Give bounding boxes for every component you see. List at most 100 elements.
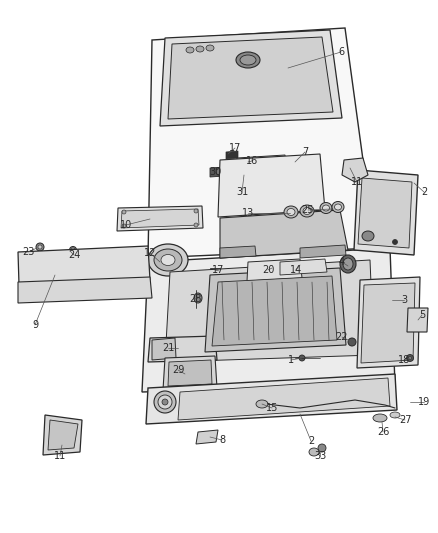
Polygon shape [196, 430, 218, 444]
Ellipse shape [348, 338, 356, 346]
Polygon shape [210, 167, 225, 177]
Polygon shape [165, 260, 374, 362]
Polygon shape [280, 259, 327, 275]
Ellipse shape [162, 399, 168, 405]
Text: 22: 22 [336, 332, 348, 342]
Text: 9: 9 [32, 320, 38, 330]
Polygon shape [43, 415, 82, 455]
Text: 19: 19 [418, 397, 430, 407]
Text: 24: 24 [68, 250, 80, 260]
Text: 5: 5 [419, 310, 425, 320]
Text: 25: 25 [302, 205, 314, 215]
Polygon shape [342, 158, 368, 182]
Text: 3: 3 [401, 295, 407, 305]
Polygon shape [407, 308, 428, 332]
Ellipse shape [320, 203, 332, 214]
Ellipse shape [148, 244, 188, 276]
Text: 23: 23 [22, 247, 34, 257]
Ellipse shape [373, 414, 387, 422]
Polygon shape [205, 268, 346, 352]
Ellipse shape [186, 47, 194, 53]
Ellipse shape [122, 210, 126, 214]
Polygon shape [226, 151, 238, 159]
Ellipse shape [340, 255, 356, 273]
Ellipse shape [256, 400, 268, 408]
Ellipse shape [154, 391, 176, 413]
Polygon shape [212, 276, 337, 346]
Text: 8: 8 [219, 435, 225, 445]
Ellipse shape [161, 254, 175, 265]
Text: 6: 6 [338, 47, 344, 57]
Polygon shape [18, 277, 152, 303]
Ellipse shape [309, 448, 319, 456]
Ellipse shape [392, 239, 398, 245]
Text: 26: 26 [377, 427, 389, 437]
Text: 11: 11 [54, 451, 66, 461]
Polygon shape [358, 178, 412, 248]
Polygon shape [160, 30, 342, 126]
Ellipse shape [322, 205, 329, 211]
Text: 11: 11 [351, 177, 363, 187]
Polygon shape [178, 378, 390, 420]
Ellipse shape [406, 354, 413, 361]
Ellipse shape [122, 224, 126, 228]
Ellipse shape [362, 231, 374, 241]
Ellipse shape [194, 223, 198, 227]
Polygon shape [146, 374, 397, 424]
Ellipse shape [194, 209, 198, 213]
Polygon shape [117, 206, 203, 231]
Ellipse shape [409, 357, 411, 359]
Text: 4: 4 [339, 257, 345, 267]
Text: 28: 28 [189, 294, 201, 304]
Polygon shape [361, 283, 415, 363]
Text: 16: 16 [246, 156, 258, 166]
Text: 17: 17 [229, 143, 241, 153]
Text: 15: 15 [266, 403, 278, 413]
Text: 27: 27 [399, 415, 411, 425]
Polygon shape [48, 420, 78, 450]
Text: 2: 2 [421, 187, 427, 197]
Polygon shape [210, 268, 220, 275]
Polygon shape [121, 209, 199, 228]
Polygon shape [163, 356, 217, 390]
Text: 18: 18 [398, 355, 410, 365]
Text: 12: 12 [144, 248, 156, 258]
Polygon shape [247, 259, 302, 281]
Text: 17: 17 [212, 265, 224, 275]
Polygon shape [152, 338, 176, 360]
Text: 2: 2 [308, 436, 314, 446]
Ellipse shape [299, 355, 305, 361]
Ellipse shape [38, 245, 42, 249]
Ellipse shape [240, 55, 256, 65]
Ellipse shape [216, 168, 224, 175]
Ellipse shape [194, 293, 202, 303]
Ellipse shape [71, 248, 75, 252]
Text: 29: 29 [172, 365, 184, 375]
Polygon shape [218, 154, 325, 217]
Polygon shape [300, 245, 346, 258]
Text: 21: 21 [162, 343, 174, 353]
Polygon shape [18, 246, 150, 285]
Ellipse shape [236, 52, 260, 68]
Ellipse shape [196, 46, 204, 52]
Polygon shape [168, 37, 333, 119]
Polygon shape [168, 360, 212, 386]
Ellipse shape [158, 395, 172, 409]
Text: 13: 13 [242, 208, 254, 218]
Ellipse shape [300, 205, 314, 217]
Ellipse shape [154, 249, 182, 271]
Polygon shape [148, 336, 217, 362]
Text: 31: 31 [236, 187, 248, 197]
Text: 14: 14 [290, 265, 302, 275]
Text: 20: 20 [262, 265, 274, 275]
Ellipse shape [343, 258, 353, 270]
Ellipse shape [287, 208, 295, 215]
Ellipse shape [284, 206, 298, 218]
Polygon shape [220, 246, 256, 258]
Polygon shape [235, 169, 250, 179]
Ellipse shape [70, 246, 77, 254]
Text: 30: 30 [209, 167, 221, 177]
Ellipse shape [335, 204, 342, 210]
Text: 7: 7 [302, 147, 308, 157]
Text: 33: 33 [314, 451, 326, 461]
